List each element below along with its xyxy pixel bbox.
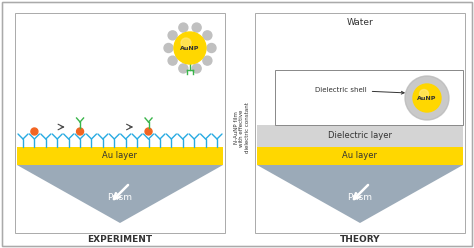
- Circle shape: [405, 76, 449, 120]
- Circle shape: [203, 31, 212, 40]
- Text: Au layer: Au layer: [343, 152, 377, 160]
- FancyBboxPatch shape: [2, 2, 472, 246]
- Text: AuNP: AuNP: [417, 95, 437, 100]
- Text: Dielectric layer: Dielectric layer: [328, 131, 392, 141]
- Text: Dielectric shell: Dielectric shell: [315, 87, 404, 94]
- FancyBboxPatch shape: [255, 13, 465, 233]
- Text: THEORY: THEORY: [340, 235, 380, 244]
- FancyBboxPatch shape: [275, 70, 463, 125]
- Circle shape: [168, 31, 177, 40]
- Circle shape: [203, 56, 212, 65]
- Polygon shape: [17, 165, 223, 223]
- Circle shape: [181, 38, 191, 48]
- FancyBboxPatch shape: [257, 147, 463, 165]
- Polygon shape: [257, 165, 463, 223]
- Circle shape: [164, 43, 173, 53]
- Circle shape: [413, 84, 441, 112]
- Circle shape: [174, 32, 206, 64]
- Circle shape: [179, 23, 188, 32]
- Circle shape: [192, 23, 201, 32]
- FancyBboxPatch shape: [15, 13, 225, 233]
- Circle shape: [419, 90, 428, 98]
- FancyBboxPatch shape: [257, 125, 463, 147]
- Text: Prism: Prism: [347, 193, 373, 203]
- Circle shape: [168, 56, 177, 65]
- Circle shape: [77, 128, 83, 135]
- Circle shape: [179, 64, 188, 73]
- Text: Au layer: Au layer: [102, 152, 137, 160]
- Circle shape: [145, 128, 152, 135]
- Text: AuNP: AuNP: [180, 45, 200, 51]
- Text: EXPERIMENT: EXPERIMENT: [87, 235, 153, 244]
- Text: Water: Water: [346, 18, 374, 27]
- FancyBboxPatch shape: [17, 147, 223, 165]
- Text: N-AuNP film
with effective
dielectric constant: N-AuNP film with effective dielectric co…: [234, 103, 250, 154]
- Circle shape: [207, 43, 216, 53]
- Text: Prism: Prism: [108, 193, 133, 203]
- Circle shape: [31, 128, 38, 135]
- Circle shape: [192, 64, 201, 73]
